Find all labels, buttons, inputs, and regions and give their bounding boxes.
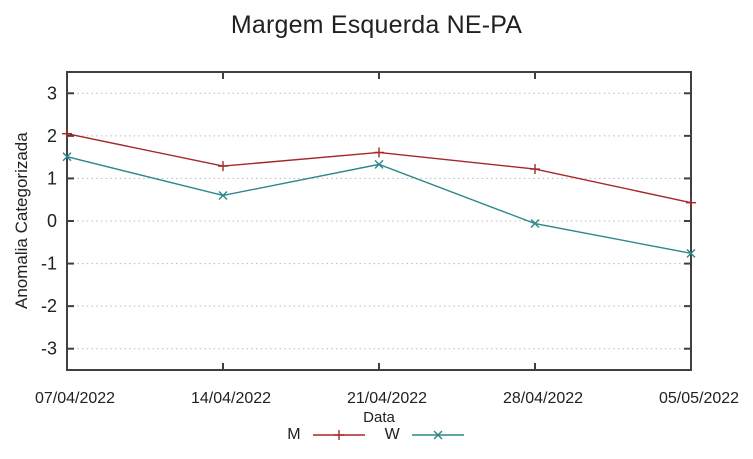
chart-title: Margem Esquerda NE-PA — [230, 11, 523, 39]
x-tick-label: 21/04/2022 — [347, 390, 427, 407]
y-tick-label: 3 — [47, 83, 57, 103]
y-axis-label: Anomalia Categorizada — [12, 132, 31, 310]
marker-stroke — [530, 219, 540, 229]
plot-border — [66, 71, 692, 371]
x-tick-label: 28/04/2022 — [503, 390, 583, 407]
x-tick-label: 14/04/2022 — [191, 390, 271, 407]
legend-label-M: M — [287, 426, 301, 443]
series-line-M — [66, 133, 692, 204]
marker-plus — [374, 147, 384, 158]
y-tick-label: -2 — [41, 296, 57, 316]
marker-stroke — [374, 159, 384, 169]
x-axis-label: Data — [363, 409, 395, 426]
y-tick-label: 2 — [47, 126, 57, 146]
y-tick-label: 0 — [47, 211, 57, 231]
y-tick-label: -3 — [41, 339, 57, 359]
legend-label-W: W — [384, 426, 400, 443]
y-tick-label: -1 — [41, 254, 57, 274]
marker-cross — [686, 248, 696, 258]
marker-stroke — [433, 430, 443, 440]
legend-swatch-W — [411, 430, 464, 440]
legend-swatch-M — [312, 430, 365, 440]
y-tick-label: 1 — [47, 168, 57, 188]
x-tick-label: 05/05/2022 — [659, 390, 739, 407]
marker-plus — [530, 164, 540, 175]
marker-stroke — [218, 190, 228, 200]
marker-cross — [530, 219, 540, 229]
series-line-W — [66, 156, 692, 255]
marker-plus — [333, 430, 344, 440]
marker-stroke — [62, 152, 72, 162]
marker-plus — [686, 197, 696, 208]
marker-cross — [218, 190, 228, 200]
marker-cross — [374, 159, 384, 169]
marker-plus — [62, 128, 72, 139]
marker-cross — [433, 430, 443, 440]
marker-plus — [218, 161, 228, 172]
x-tick-label: 07/04/2022 — [35, 390, 115, 407]
marker-stroke — [686, 248, 696, 258]
marker-cross — [62, 152, 72, 162]
